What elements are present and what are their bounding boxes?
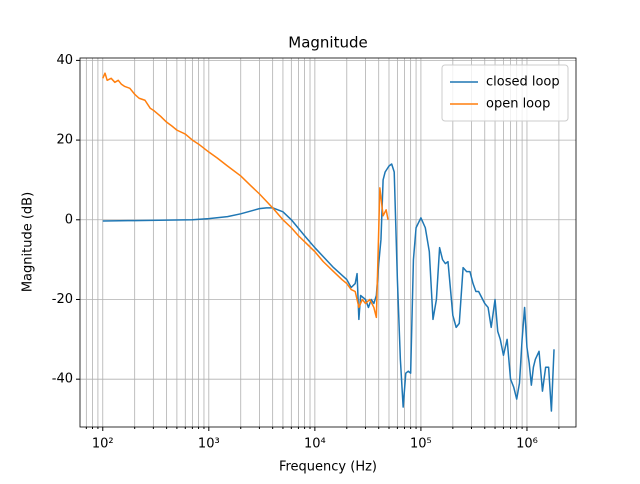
x-tick-label: 10⁶ — [516, 437, 538, 452]
chart-title: Magnitude — [288, 34, 367, 52]
x-tick-label: 10⁴ — [304, 437, 326, 452]
x-tick-label: 10² — [92, 437, 114, 452]
y-tick-label: -20 — [52, 292, 73, 307]
y-tick-label: 40 — [56, 53, 73, 68]
x-tick-label: 10⁵ — [410, 437, 432, 452]
legend-box — [441, 64, 569, 122]
y-axis-label: Magnitude (dB) — [21, 192, 36, 292]
series-line — [102, 72, 389, 319]
legend-label: open loop — [486, 97, 550, 112]
x-tick-label: 10³ — [198, 437, 220, 452]
y-tick-label: 20 — [56, 133, 73, 148]
series-line — [102, 163, 555, 412]
x-axis-label: Frequency (Hz) — [279, 460, 377, 475]
y-tick-label: -40 — [52, 372, 73, 387]
y-tick-label: 0 — [65, 212, 73, 227]
legend-label: closed loop — [486, 75, 560, 90]
plot-frame — [79, 57, 577, 428]
